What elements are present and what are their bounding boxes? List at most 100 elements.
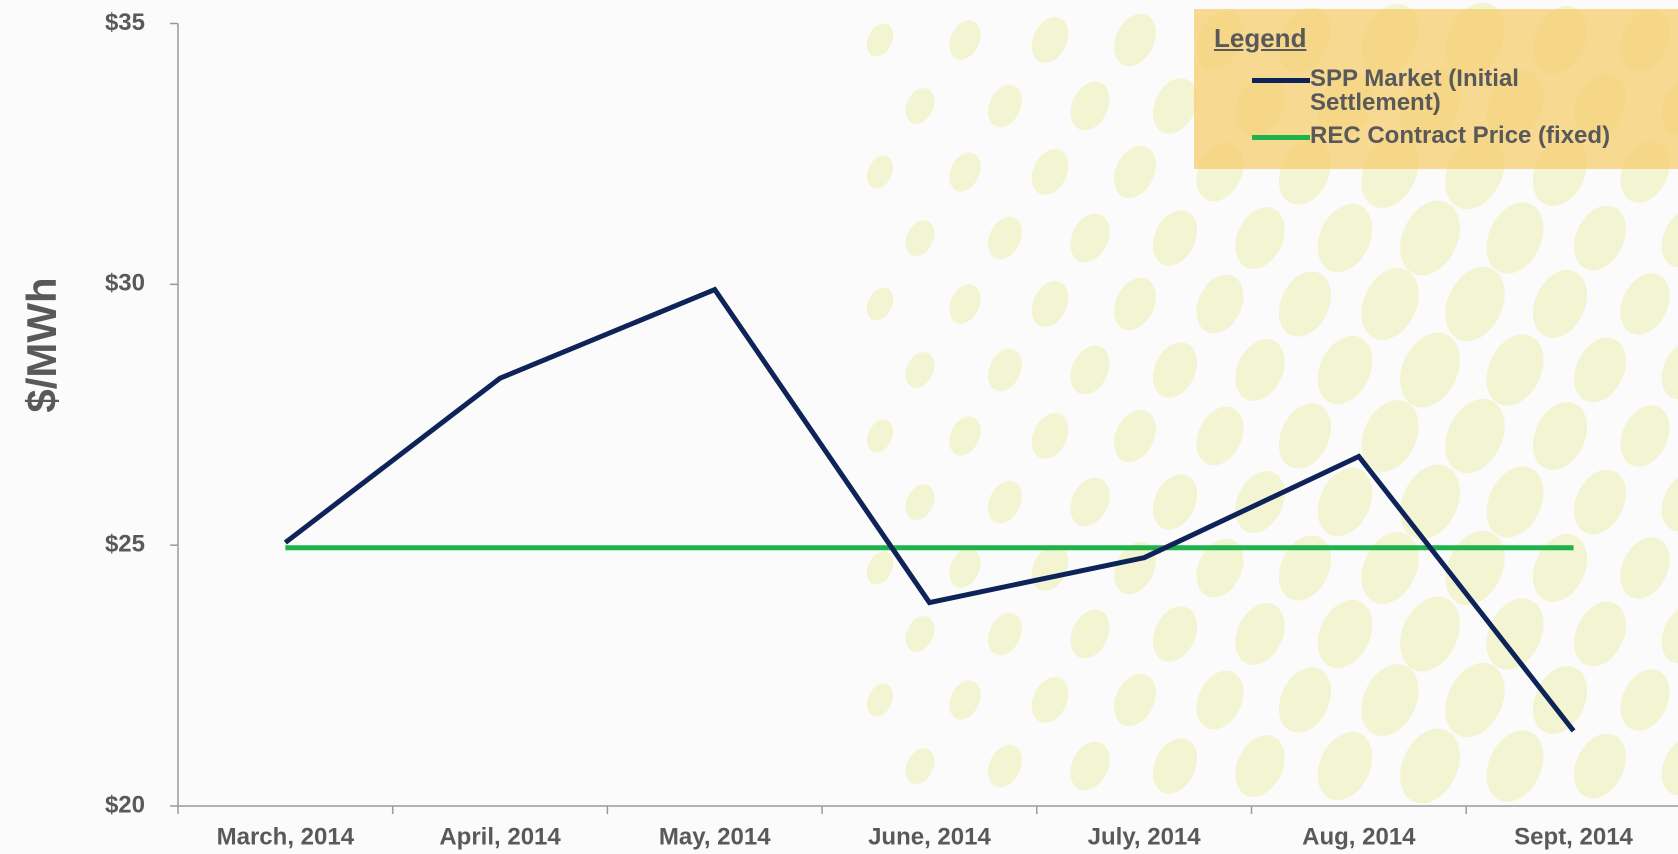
decor-dot: [862, 151, 898, 192]
decor-dot: [1226, 595, 1294, 673]
x-tick-label: March, 2014: [217, 823, 355, 850]
decor-dot: [1226, 199, 1294, 277]
x-tick-label: May, 2014: [659, 823, 771, 850]
decor-dot: [943, 675, 987, 725]
legend: Legend SPP Market (Initial Settlement) RE…: [1194, 9, 1678, 169]
decor-dot: [1269, 527, 1341, 609]
decor-dot: [1106, 667, 1164, 733]
decor-dot: [1144, 731, 1205, 801]
decor-dot: [1269, 263, 1341, 345]
page: $/MWh $20 $25 $30 $35 March, 2014 April, 2014…: [0, 0, 1678, 854]
decor-dot: [1106, 535, 1164, 601]
decor-dot: [1187, 663, 1252, 737]
y-tick-label: $35: [105, 9, 145, 36]
y-axis-title: $/MWh: [18, 277, 65, 412]
decor-dot: [982, 607, 1029, 660]
decor-dot: [1063, 735, 1117, 797]
decor-dot: [900, 743, 940, 788]
decor-dot: [1226, 331, 1294, 409]
decor-dot: [1522, 525, 1597, 611]
decor-dot: [900, 347, 940, 392]
decor-dot: [982, 79, 1029, 132]
y-tick-label: $25: [105, 531, 145, 558]
x-tick-label: Aug, 2014: [1302, 823, 1416, 850]
decor-dot: [1475, 721, 1554, 811]
decor-dot: [943, 279, 987, 329]
decor-dot: [1269, 659, 1341, 741]
decor-dot: [1025, 275, 1076, 333]
decor-dot: [900, 479, 940, 524]
decor-dot: [1144, 467, 1205, 537]
decor-dot: [1063, 207, 1117, 269]
y-tick-label: $30: [105, 270, 145, 297]
decor-dot: [1025, 143, 1076, 201]
decor-dot: [862, 415, 898, 456]
decor-dot: [1653, 333, 1678, 407]
decor-dot: [1653, 465, 1678, 539]
decor-dot: [1187, 531, 1252, 605]
decor-dot: [1564, 461, 1636, 543]
decor-dot: [1611, 529, 1678, 606]
decor-dot: [1653, 729, 1678, 803]
decor-dot: [1106, 7, 1164, 73]
legend-title: Legend: [1214, 23, 1306, 54]
decor-dot: [1063, 339, 1117, 401]
decor-dot: [862, 19, 898, 60]
decor-dot: [1307, 195, 1383, 281]
decor-dot: [900, 215, 940, 260]
decor-dot: [982, 475, 1029, 528]
x-tick-label: Sept, 2014: [1514, 823, 1633, 850]
x-tick-label: July, 2014: [1088, 823, 1202, 850]
y-tick-label: $20: [105, 791, 145, 818]
decor-dot: [943, 411, 987, 461]
decor-dot: [1564, 593, 1636, 675]
decor-dot: [943, 147, 987, 197]
decor-dot: [982, 739, 1029, 792]
decor-dot: [1187, 267, 1252, 341]
decor-dot: [862, 283, 898, 324]
decor-dot: [982, 211, 1029, 264]
decor-dot: [1144, 599, 1205, 669]
decor-dot: [900, 611, 940, 656]
decor-dot: [1106, 139, 1164, 205]
decor-dot: [1106, 271, 1164, 337]
legend-entry: REC Contract Price (fixed): [1252, 124, 1662, 148]
decor-dot: [1144, 335, 1205, 405]
decor-dot: [1611, 265, 1678, 342]
decor-dot: [1025, 11, 1076, 69]
decor-dot: [1063, 75, 1117, 137]
decor-dot: [1063, 603, 1117, 665]
legend-swatch: [1252, 135, 1310, 140]
legend-entry: SPP Market (Initial Settlement): [1252, 67, 1662, 115]
decor-dot: [1611, 661, 1678, 738]
decor-dot: [1564, 197, 1636, 279]
decor-dot: [1025, 671, 1076, 729]
decor-dot: [1653, 201, 1678, 275]
decor-dot: [1653, 597, 1678, 671]
decor-dot: [1564, 725, 1636, 807]
decor-dot: [1106, 403, 1164, 469]
x-tick-label: April, 2014: [439, 823, 561, 850]
legend-swatch: [1252, 78, 1310, 83]
decor-dot: [1564, 329, 1636, 411]
decor-dot: [1269, 395, 1341, 477]
decor-dot: [1522, 261, 1597, 347]
decor-dot: [943, 543, 987, 593]
decor-dot: [900, 83, 940, 128]
legend-label: SPP Market (Initial Settlement): [1310, 67, 1570, 115]
legend-label: REC Contract Price (fixed): [1310, 124, 1662, 148]
decor-dot: [862, 547, 898, 588]
decor-dot: [1307, 723, 1383, 809]
decor-dot: [1063, 471, 1117, 533]
decor-dot: [1226, 727, 1294, 805]
decor-dot: [1307, 591, 1383, 677]
decor-dot: [1522, 657, 1597, 743]
decor-dot: [943, 15, 987, 65]
decor-dot: [1307, 327, 1383, 413]
x-tick-label: June, 2014: [868, 823, 991, 850]
decor-dot: [1144, 203, 1205, 273]
decor-dot: [1025, 407, 1076, 465]
decor-dot: [982, 343, 1029, 396]
decor-dot: [1611, 397, 1678, 474]
decor-dot: [1522, 393, 1597, 479]
